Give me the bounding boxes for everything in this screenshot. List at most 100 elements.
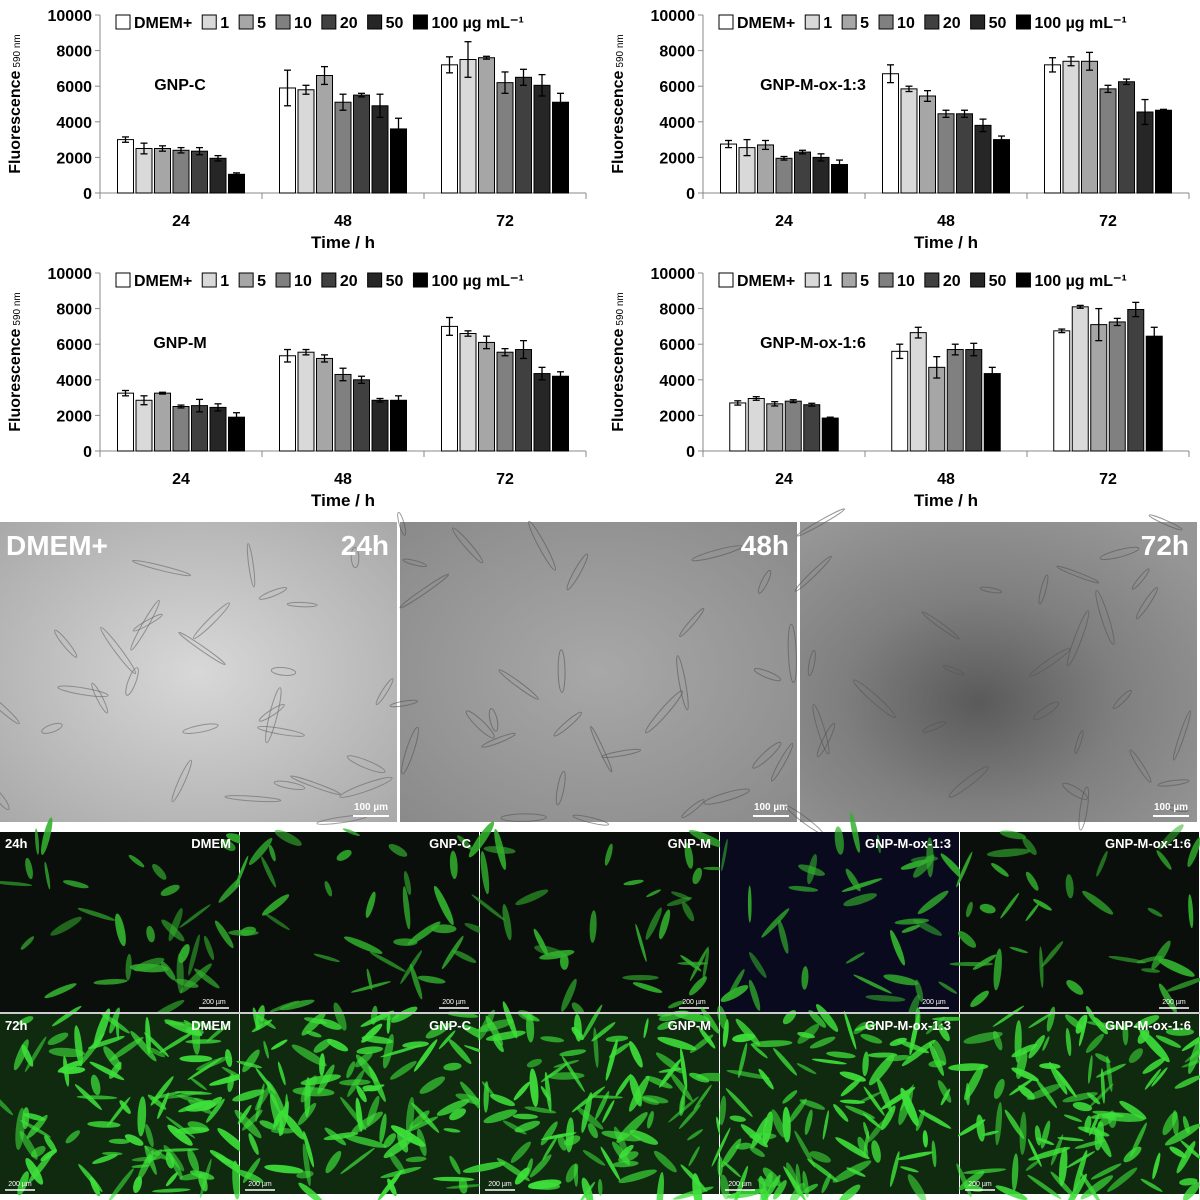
cell (235, 855, 249, 888)
cell (937, 1080, 952, 1103)
cell (1147, 907, 1163, 917)
cell (572, 814, 610, 826)
cell (557, 649, 566, 693)
cell (109, 1061, 122, 1079)
y-tick-label: 0 (686, 444, 695, 461)
cell (948, 766, 989, 798)
cell (643, 1018, 649, 1039)
cell (228, 929, 259, 936)
cell (1179, 1178, 1198, 1186)
cell (948, 1063, 989, 1071)
error-bar (446, 56, 453, 74)
cell (752, 741, 782, 769)
bar (209, 406, 227, 452)
cell (74, 1084, 102, 1110)
cell (1063, 1114, 1083, 1122)
cell (194, 968, 220, 989)
cell (336, 849, 352, 861)
cell (799, 1099, 826, 1110)
bar (552, 375, 569, 452)
cell (1099, 546, 1140, 561)
cell (480, 851, 490, 895)
bar (459, 333, 477, 452)
cell (622, 974, 659, 981)
error-bar (520, 68, 527, 86)
cell (602, 1099, 615, 1123)
error-bar (122, 389, 129, 397)
y-tick-label: 0 (83, 186, 92, 203)
cell (481, 1081, 496, 1097)
legend-swatch (367, 14, 383, 30)
y-tick-label: 10000 (48, 8, 93, 25)
cell (246, 543, 256, 588)
cell (356, 1085, 367, 1103)
cell (261, 856, 277, 888)
cell (174, 978, 199, 988)
cell (265, 687, 282, 744)
cell (399, 573, 450, 609)
cell (659, 1058, 682, 1088)
error-bar (896, 343, 904, 360)
cell (1074, 1139, 1105, 1149)
cell (192, 1020, 217, 1031)
legend-label: 5 (257, 15, 266, 32)
cell (716, 1116, 722, 1137)
cell (57, 685, 109, 698)
bar (515, 76, 532, 194)
cell (1140, 1178, 1163, 1192)
cell (641, 1095, 669, 1104)
cell (274, 829, 302, 846)
bar (135, 399, 153, 452)
legend-swatch (275, 14, 291, 30)
cell (811, 1058, 847, 1065)
cell (402, 886, 411, 930)
x-tick-label: 48 (937, 471, 955, 488)
bar (812, 156, 830, 194)
bar (956, 113, 973, 194)
cell (1128, 1048, 1143, 1064)
cell (628, 1075, 650, 1112)
legend-label: 1 (220, 273, 229, 290)
cell (1151, 940, 1171, 970)
cell (653, 1150, 677, 1173)
cell (279, 999, 315, 1011)
bar (747, 397, 765, 452)
cell (481, 732, 516, 748)
cell (389, 699, 418, 708)
legend-swatch (841, 14, 857, 30)
cell (812, 703, 830, 755)
cell (965, 1082, 971, 1106)
cell (595, 1090, 610, 1120)
cell (273, 780, 306, 791)
error-bar (483, 335, 490, 350)
cell (623, 879, 644, 886)
cell (65, 1130, 80, 1144)
cell (1165, 1027, 1195, 1036)
cell (438, 1030, 456, 1050)
bar (316, 357, 333, 452)
cell (540, 1036, 565, 1043)
error-bar (446, 316, 453, 336)
error-bar (214, 403, 222, 412)
cell (689, 976, 707, 996)
cell (956, 851, 973, 888)
cell (485, 1030, 526, 1041)
x-tick-label: 72 (1099, 471, 1117, 488)
cell (326, 1039, 349, 1052)
cell (979, 586, 1003, 594)
x-tick-label: 24 (775, 471, 793, 488)
cell (402, 1041, 429, 1048)
cell (1028, 1146, 1071, 1161)
cell (867, 1118, 887, 1143)
cell (688, 1146, 700, 1167)
cell (1065, 1173, 1088, 1200)
cell (733, 1165, 749, 1200)
cell (146, 925, 155, 943)
legend-label: DMEM+ (134, 273, 192, 290)
error-bar (734, 400, 742, 406)
cell (832, 1160, 872, 1183)
cell (605, 1035, 629, 1042)
bar (478, 341, 495, 452)
cell (915, 979, 924, 1003)
bar (390, 399, 407, 452)
